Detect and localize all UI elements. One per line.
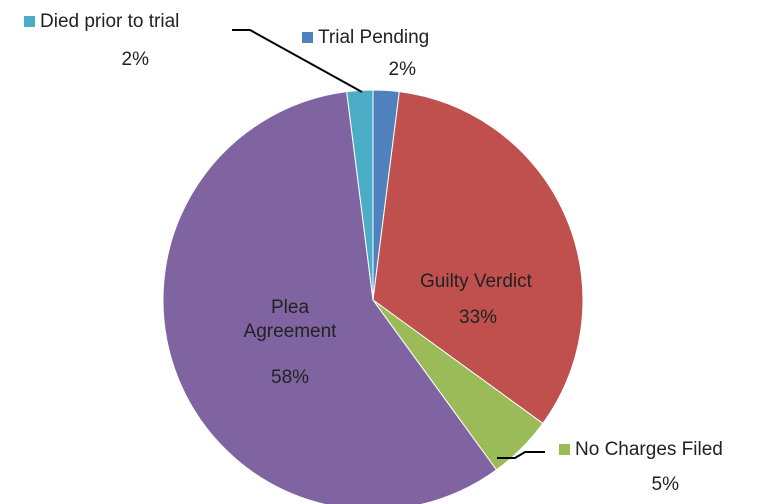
legend-marker <box>302 32 313 43</box>
category-label: No Charges Filed <box>575 439 723 460</box>
pie-slice <box>372 91 584 425</box>
value-label: 5% <box>651 474 679 495</box>
value-label: 2% <box>388 59 416 80</box>
category-label: Trial Pending <box>318 27 430 48</box>
legend-marker <box>559 444 570 455</box>
value-label: 2% <box>121 49 149 70</box>
category-label: Plea Agreement <box>243 297 337 342</box>
pie-slice <box>162 91 498 504</box>
category-label: Guilty Verdict <box>420 271 532 292</box>
leader-line <box>232 29 363 93</box>
category-label: Died prior to trial <box>40 11 180 32</box>
value-label: 33% <box>459 307 498 328</box>
legend-marker <box>24 16 35 27</box>
value-label: 58% <box>271 367 310 388</box>
leader-line <box>497 451 545 459</box>
